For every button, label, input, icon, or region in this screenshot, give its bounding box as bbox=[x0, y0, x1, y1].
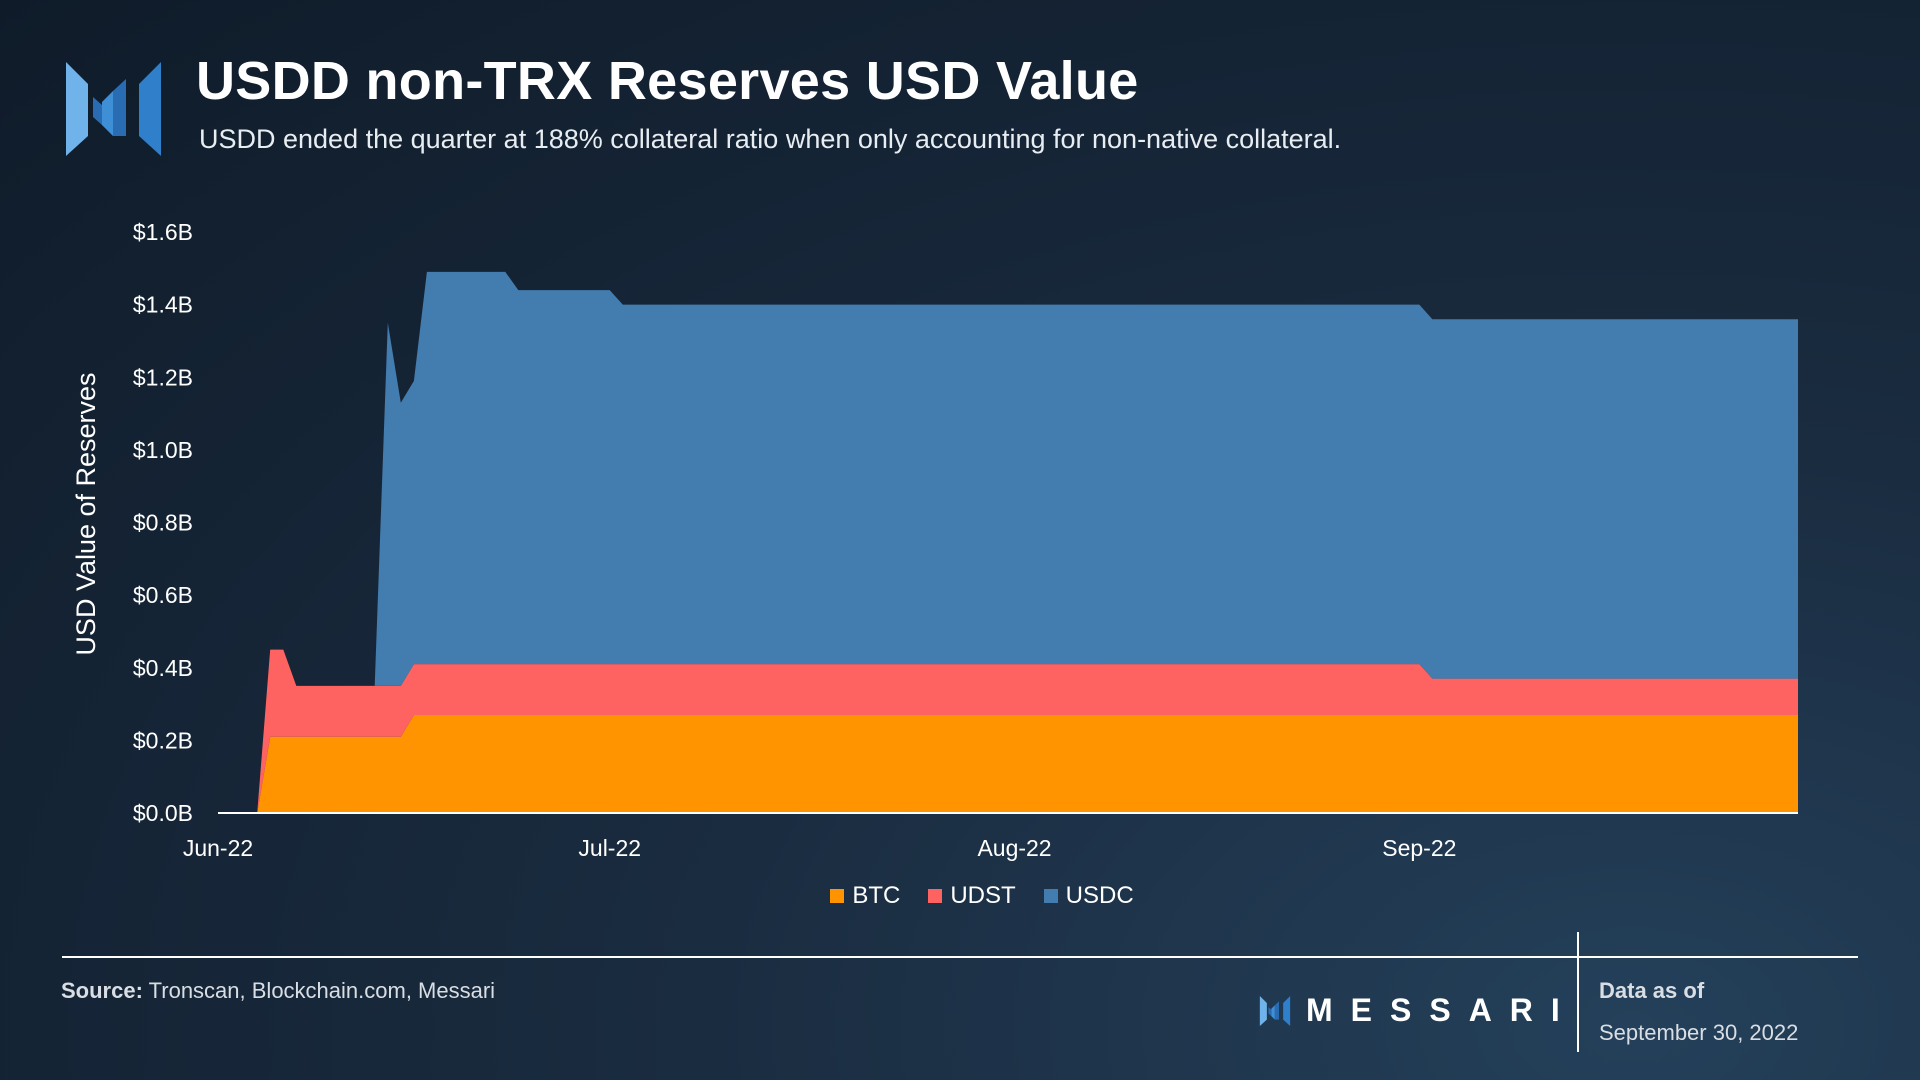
area-series-usdc bbox=[257, 271, 1799, 813]
legend-swatch-udst bbox=[928, 889, 943, 903]
source-text: Tronscan, Blockchain.com, Messari bbox=[142, 978, 496, 1003]
data-as-of-label: Data as of bbox=[1599, 978, 1705, 1003]
y-tick-label: $0.0B bbox=[133, 800, 193, 826]
legend-label-udst: UDST bbox=[950, 882, 1016, 909]
footer-vertical-divider bbox=[1577, 932, 1579, 1052]
x-tick-label: Jun-22 bbox=[183, 835, 253, 861]
x-tick-label: Jul-22 bbox=[578, 835, 641, 861]
legend-item-btc: BTC bbox=[830, 882, 900, 910]
chart-axes: $0.0B $0.2B $0.4B $0.6B $0.8B $1.0B $1.2B $1.4B… bbox=[133, 219, 1798, 861]
area-series-btc bbox=[257, 715, 1799, 813]
y-tick-label: $1.6B bbox=[133, 219, 193, 245]
y-tick-label: $0.6B bbox=[133, 582, 193, 608]
y-tick-label: $1.0B bbox=[133, 437, 193, 463]
source-label: Source: bbox=[61, 978, 143, 1003]
x-tick-label: Sep-22 bbox=[1382, 835, 1456, 861]
y-axis-title: USD Value of Reserves bbox=[71, 372, 101, 655]
messari-logo-icon bbox=[66, 62, 161, 156]
area-series-udst bbox=[257, 649, 1799, 813]
x-tick-label: Aug-22 bbox=[977, 835, 1051, 861]
legend-item-usdc: USDC bbox=[1043, 882, 1134, 910]
footer-divider-line bbox=[62, 956, 1858, 958]
chart-subtitle: USDD ended the quarter at 188% collatera… bbox=[199, 124, 1342, 154]
legend-swatch-btc bbox=[830, 889, 845, 903]
y-tick-label: $1.4B bbox=[133, 292, 193, 318]
y-tick-label: $1.2B bbox=[133, 364, 193, 390]
legend-item-udst: UDST bbox=[928, 882, 1016, 910]
y-tick-label: $0.4B bbox=[133, 655, 193, 681]
legend-swatch-usdc bbox=[1043, 889, 1058, 903]
source-note: Source: Tronscan, Blockchain.com, Messar… bbox=[61, 978, 495, 1004]
legend-label-usdc: USDC bbox=[1065, 882, 1134, 909]
y-tick-label: $0.2B bbox=[133, 727, 193, 753]
chart-title: USDD non-TRX Reserves USD Value bbox=[196, 51, 1139, 111]
brand-wordmark: MESSARI bbox=[1306, 992, 1578, 1028]
chart-areas bbox=[257, 271, 1799, 813]
y-tick-label: $0.8B bbox=[133, 510, 193, 536]
messari-brand: MESSARI bbox=[1258, 992, 1578, 1029]
messari-small-logo-icon bbox=[1259, 995, 1291, 1026]
chart-legend: BTC UDST USDC bbox=[0, 882, 1920, 910]
data-as-of-date: September 30, 2022 bbox=[1599, 1020, 1799, 1045]
legend-label-btc: BTC bbox=[852, 882, 901, 909]
